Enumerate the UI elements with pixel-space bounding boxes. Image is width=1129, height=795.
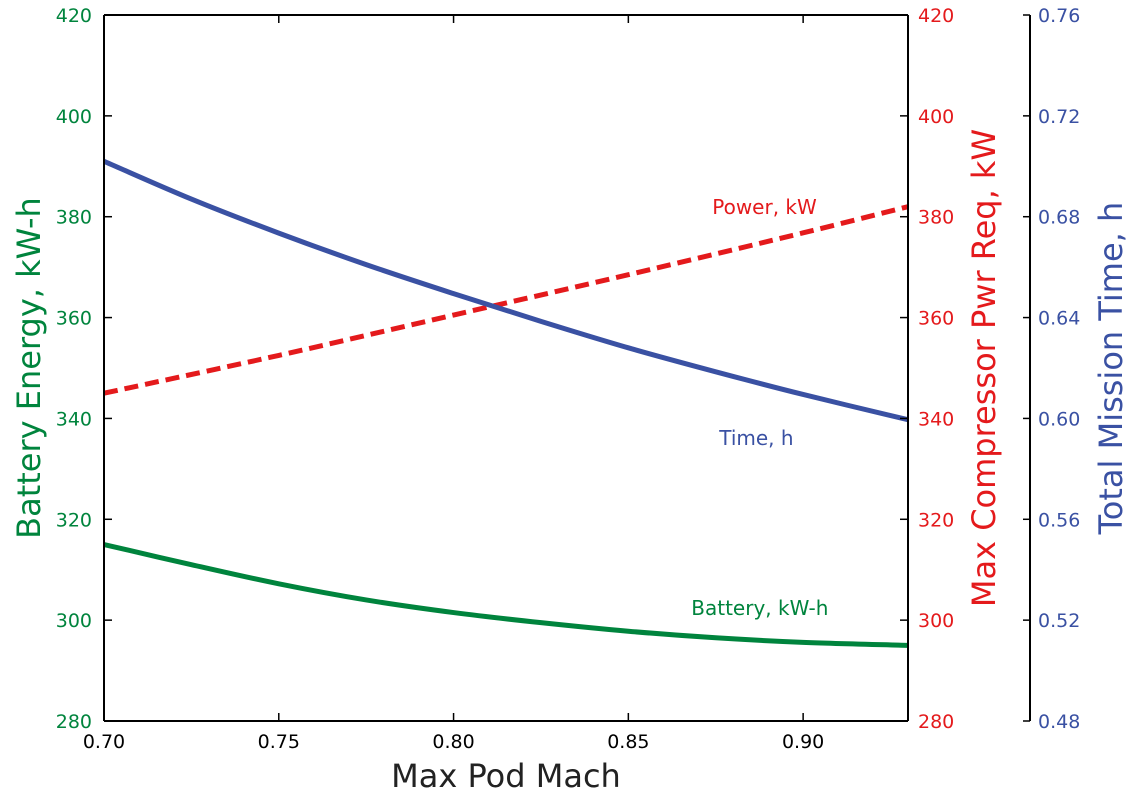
y-tick-label-time: 0.56 bbox=[1038, 509, 1080, 531]
y-tick-label-battery: 380 bbox=[56, 207, 92, 229]
annotation-power: Power, kW bbox=[712, 195, 817, 219]
series-layer bbox=[104, 158, 908, 648]
x-tick-label: 0.85 bbox=[607, 731, 649, 753]
y-axis-title-battery: Battery Energy, kW-h bbox=[10, 197, 48, 539]
annotation-battery: Battery, kW-h bbox=[691, 596, 828, 620]
annotation-layer: Power, kW Time, h Battery, kW-h bbox=[691, 195, 828, 620]
y-tick-label-battery: 320 bbox=[56, 509, 92, 531]
y-tick-label-power: 280 bbox=[918, 711, 954, 733]
x-tick-label: 0.90 bbox=[782, 731, 824, 753]
y-tick-label-time: 0.64 bbox=[1038, 308, 1080, 330]
y-tick-label-power: 380 bbox=[918, 207, 954, 229]
y-tick-label-time: 0.68 bbox=[1038, 207, 1080, 229]
y-tick-label-battery: 420 bbox=[56, 5, 92, 27]
plot-background bbox=[104, 15, 908, 721]
y-tick-label-power: 340 bbox=[918, 408, 954, 430]
series-line-time bbox=[104, 158, 908, 423]
series-line-battery bbox=[104, 542, 908, 648]
y-axis-title-power: Max Compressor Pwr Req, kW bbox=[965, 129, 1003, 607]
plot-area bbox=[104, 15, 908, 721]
y-tick-label-power: 420 bbox=[918, 5, 954, 27]
y-tick-label-battery: 280 bbox=[56, 711, 92, 733]
y-tick-label-battery: 360 bbox=[56, 308, 92, 330]
y-tick-label-battery: 340 bbox=[56, 408, 92, 430]
annotation-time: Time, h bbox=[718, 426, 793, 450]
y-tick-label-time: 0.76 bbox=[1038, 5, 1080, 27]
y-axis-title-time: Total Mission Time, h bbox=[1092, 202, 1129, 536]
y-tick-label-battery: 300 bbox=[56, 610, 92, 632]
x-tick-label: 0.80 bbox=[432, 731, 474, 753]
y-tick-label-power: 400 bbox=[918, 106, 954, 128]
series-line-power bbox=[104, 204, 908, 396]
y-tick-label-time: 0.72 bbox=[1038, 106, 1080, 128]
y-tick-label-battery: 400 bbox=[56, 106, 92, 128]
axes-layer: 0.70 0.75 0.80 0.85 0.90 Max Pod Mach 280 300 32… bbox=[10, 5, 1129, 795]
y-tick-label-power: 320 bbox=[918, 509, 954, 531]
y-tick-label-time: 0.60 bbox=[1038, 408, 1080, 430]
y-tick-label-power: 300 bbox=[918, 610, 954, 632]
x-tick-label: 0.70 bbox=[83, 731, 125, 753]
y-tick-label-time: 0.48 bbox=[1038, 711, 1080, 733]
y-tick-label-power: 360 bbox=[918, 308, 954, 330]
x-axis-title: Max Pod Mach bbox=[391, 757, 621, 795]
x-tick-label: 0.75 bbox=[258, 731, 300, 753]
y-tick-label-time: 0.52 bbox=[1038, 610, 1080, 632]
